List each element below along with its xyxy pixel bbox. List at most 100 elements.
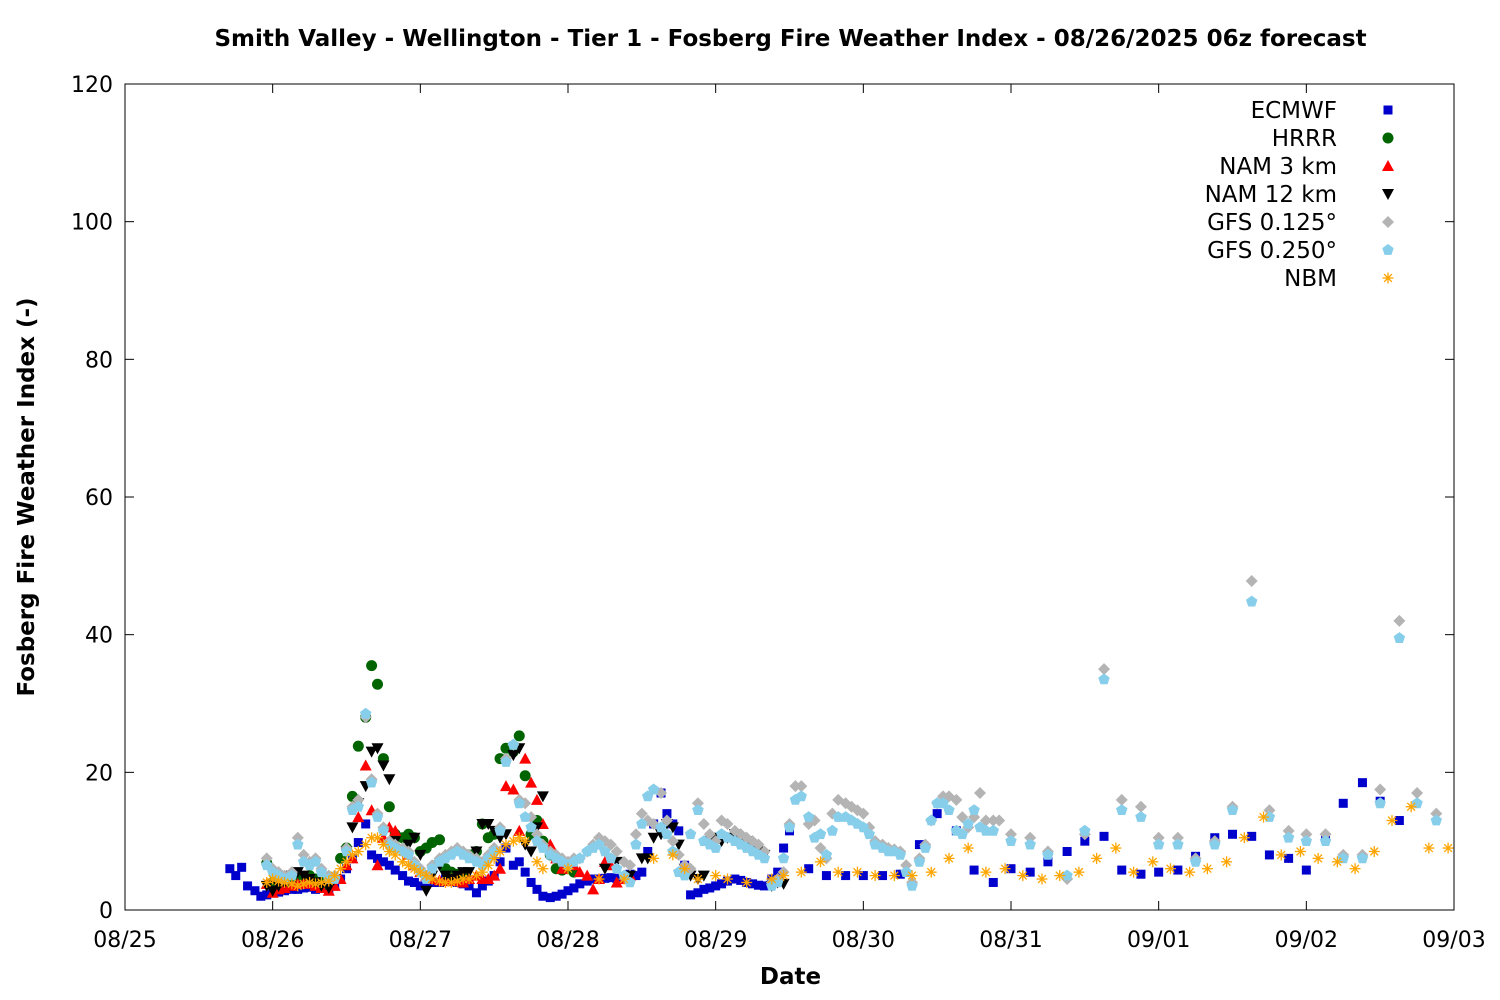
point-gfs-0-250 bbox=[525, 821, 537, 833]
point-nbm bbox=[1423, 842, 1435, 854]
point-gfs-0-250 bbox=[1098, 673, 1110, 685]
point-gfs-0-125 bbox=[1152, 831, 1165, 844]
point-nbm bbox=[372, 832, 384, 844]
point-ecmwf bbox=[858, 871, 868, 881]
point-gfs-0-250 bbox=[1153, 838, 1165, 850]
point-nbm bbox=[1221, 856, 1233, 868]
x-tick-label: 09/01 bbox=[1127, 928, 1190, 953]
point-ecmwf bbox=[705, 883, 715, 893]
point-ecmwf bbox=[1006, 864, 1016, 874]
point-nbm bbox=[679, 863, 691, 875]
point-gfs-0-125 bbox=[973, 786, 986, 799]
point-gfs-0-250 bbox=[647, 783, 660, 795]
point-ecmwf bbox=[1394, 816, 1404, 826]
point-nbm bbox=[925, 866, 937, 878]
point-gfs-0-250 bbox=[857, 821, 869, 833]
point-gfs-0-250 bbox=[1319, 835, 1332, 846]
point-gfs-0-125 bbox=[900, 859, 913, 872]
y-tick-label: 80 bbox=[85, 348, 113, 373]
point-gfs-0-250 bbox=[1393, 632, 1406, 643]
point-ecmwf bbox=[471, 888, 481, 898]
point-gfs-0-250 bbox=[1337, 852, 1349, 864]
point-gfs-0-250 bbox=[826, 824, 838, 836]
point-nam-3-km bbox=[610, 876, 623, 888]
point-gfs-0-250 bbox=[1246, 595, 1258, 607]
point-nbm bbox=[1405, 801, 1417, 813]
point-nam-3-km bbox=[371, 859, 384, 871]
point-nam-12-km bbox=[536, 791, 549, 803]
point-ecmwf bbox=[631, 871, 641, 881]
point-nam-3-km bbox=[513, 824, 526, 836]
point-ecmwf bbox=[606, 873, 616, 883]
point-ecmwf bbox=[1284, 853, 1294, 863]
point-ecmwf bbox=[804, 864, 814, 874]
point-gfs-0-250 bbox=[593, 838, 605, 850]
point-nbm bbox=[537, 863, 549, 875]
point-nam-3-km bbox=[581, 869, 594, 881]
point-ecmwf bbox=[878, 871, 888, 881]
point-nam-3-km bbox=[519, 752, 532, 764]
point-gfs-0-125 bbox=[691, 797, 704, 810]
x-tick-label: 08/29 bbox=[684, 928, 747, 953]
point-nam-3-km bbox=[499, 780, 512, 792]
point-ecmwf bbox=[1136, 869, 1146, 879]
point-gfs-0-250 bbox=[925, 814, 937, 826]
point-nbm bbox=[1164, 863, 1176, 875]
point-gfs-0-250 bbox=[803, 811, 815, 822]
point-nbm bbox=[1110, 842, 1122, 854]
point-nam-3-km bbox=[507, 783, 520, 795]
point-ecmwf bbox=[250, 886, 260, 896]
point-nbm bbox=[888, 870, 900, 882]
point-nbm bbox=[869, 870, 881, 882]
legend-label-nam-3-km: NAM 3 km bbox=[1219, 154, 1337, 180]
point-gfs-0-250 bbox=[956, 828, 968, 840]
point-gfs-0-250 bbox=[500, 756, 512, 767]
point-ecmwf bbox=[674, 826, 684, 836]
point-nbm bbox=[470, 870, 482, 882]
point-nam-12-km bbox=[346, 822, 359, 834]
point-nbm bbox=[1294, 845, 1306, 857]
point-gfs-0-250 bbox=[261, 859, 273, 871]
point-gfs-0-250 bbox=[309, 855, 322, 867]
point-gfs-0-125 bbox=[1319, 828, 1332, 841]
point-ecmwf bbox=[390, 865, 400, 875]
point-gfs-0-250 bbox=[900, 866, 912, 877]
point-gfs-0-250 bbox=[919, 842, 932, 853]
point-ecmwf bbox=[717, 879, 727, 889]
point-gfs-0-250 bbox=[636, 818, 648, 829]
point-ecmwf bbox=[495, 857, 505, 867]
point-nbm bbox=[741, 876, 753, 888]
point-ecmwf bbox=[243, 881, 253, 891]
point-ecmwf bbox=[693, 888, 703, 898]
point-nbm bbox=[315, 876, 327, 888]
point-ecmwf bbox=[588, 874, 598, 884]
point-ecmwf bbox=[532, 884, 542, 894]
point-gfs-0-125 bbox=[297, 848, 310, 861]
point-nbm bbox=[531, 856, 543, 868]
series-nbm bbox=[261, 801, 1454, 892]
x-tick-label: 08/30 bbox=[832, 928, 895, 953]
point-gfs-0-125 bbox=[1393, 614, 1406, 627]
point-gfs-0-125 bbox=[1024, 831, 1037, 844]
point-gfs-0-125 bbox=[950, 793, 963, 806]
point-gfs-0-125 bbox=[1245, 574, 1258, 587]
point-nam-12-km bbox=[463, 867, 476, 879]
point-gfs-0-125 bbox=[1430, 807, 1443, 820]
legend-marker-nam-3-km bbox=[1382, 160, 1394, 171]
point-nbm bbox=[420, 870, 432, 882]
point-nam-12-km bbox=[365, 746, 378, 758]
point-gfs-0-125 bbox=[993, 814, 1006, 827]
point-gfs-0-250 bbox=[1356, 852, 1369, 864]
point-ecmwf bbox=[600, 873, 610, 883]
point-nam-3-km bbox=[530, 793, 543, 805]
y-tick-label: 0 bbox=[99, 899, 113, 924]
point-hrrr bbox=[434, 834, 446, 846]
point-nbm bbox=[341, 856, 352, 868]
point-nbm bbox=[261, 876, 273, 888]
point-ecmwf bbox=[409, 877, 419, 887]
point-nbm bbox=[1442, 842, 1454, 854]
point-nam-3-km bbox=[389, 824, 402, 836]
x-tick-label: 08/27 bbox=[389, 928, 452, 953]
point-nbm bbox=[403, 859, 415, 871]
